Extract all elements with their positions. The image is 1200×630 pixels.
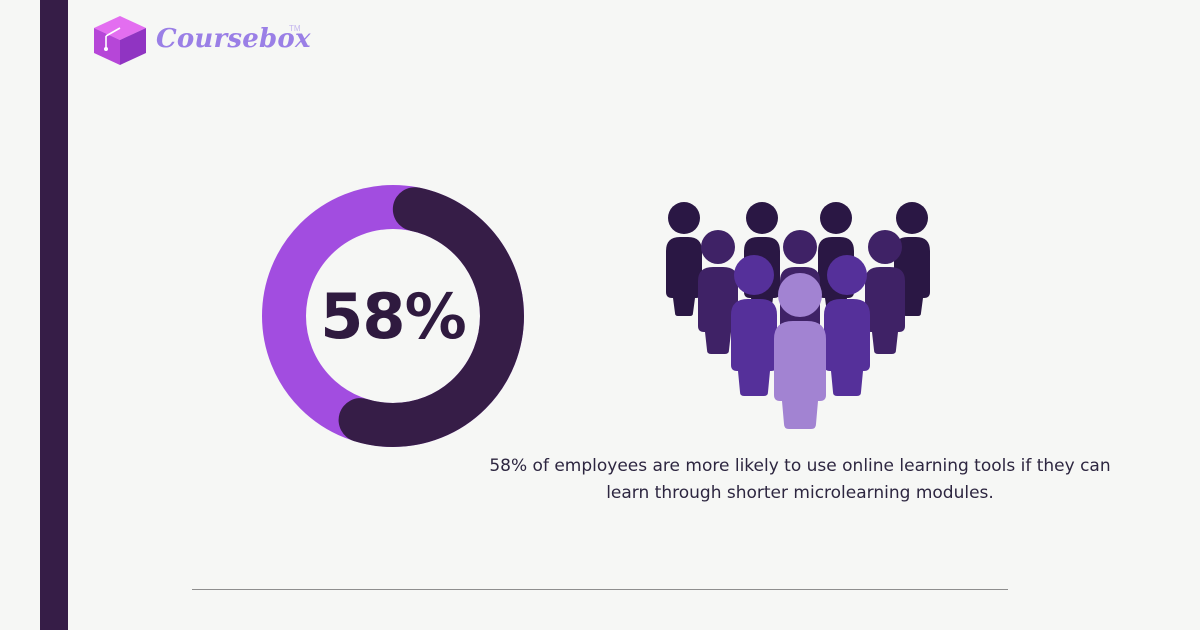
left-accent-bar [40, 0, 68, 630]
person-front [774, 273, 826, 429]
stat-value: 58% [320, 279, 466, 353]
bottom-divider [192, 589, 1008, 590]
percentage-donut-chart [262, 185, 524, 447]
people-group-icon [666, 202, 930, 429]
trademark-mark: TM [289, 24, 301, 33]
graduation-box-icon [94, 16, 146, 65]
brand-name: Coursebox [156, 24, 311, 54]
donut-value-arc [262, 185, 524, 447]
person-third-row [731, 255, 870, 396]
brand-logo[interactable]: Coursebox TM [92, 12, 322, 68]
stat-caption: 58% of employees are more likely to use … [489, 456, 1111, 503]
person-back-row [666, 202, 930, 316]
